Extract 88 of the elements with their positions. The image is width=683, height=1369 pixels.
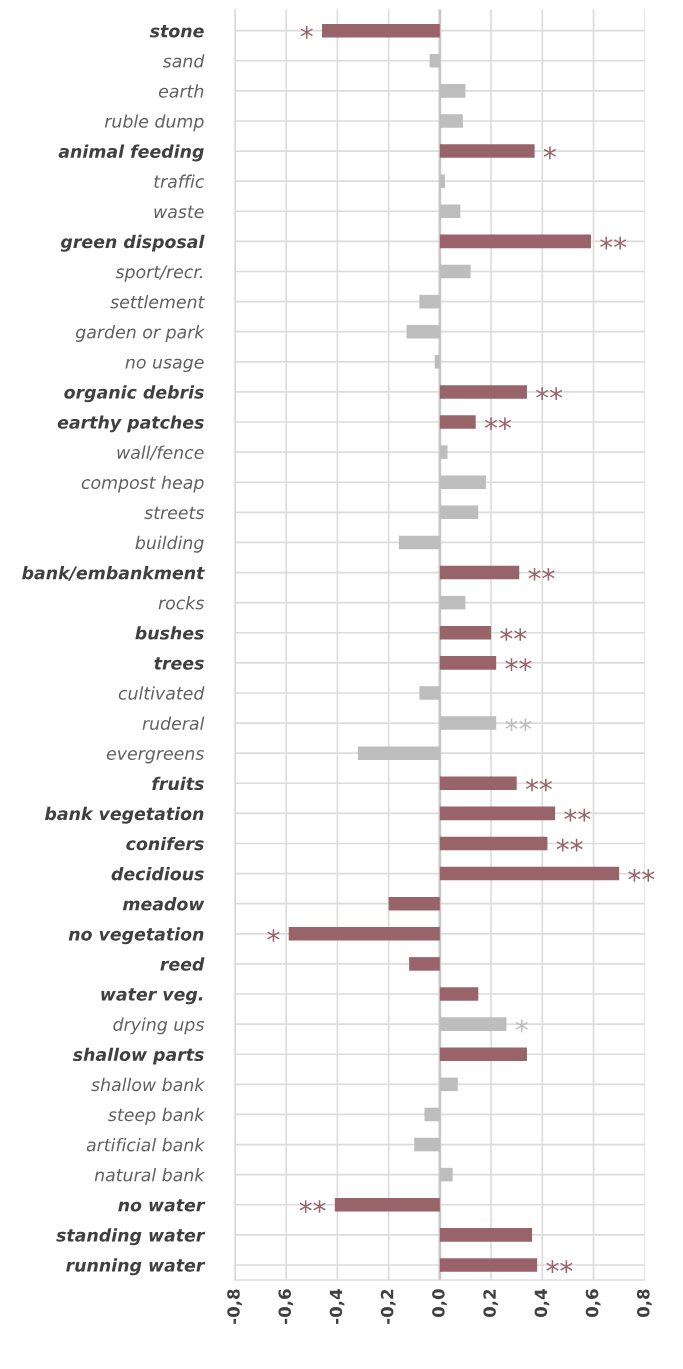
bar xyxy=(388,896,440,911)
annotation: ** xyxy=(299,1200,326,1213)
y-tick-label: decidious xyxy=(111,867,204,881)
y-tick-label: steep bank xyxy=(108,1107,205,1125)
x-tick-label: 0,4 xyxy=(534,1289,550,1318)
y-tick-label: no usage xyxy=(125,358,204,373)
annotation: * xyxy=(267,929,280,942)
y-tick-label: ruderal xyxy=(142,716,205,730)
bar xyxy=(439,385,527,399)
bar xyxy=(439,806,556,821)
annotation: ** xyxy=(528,567,555,581)
annotation: ** xyxy=(564,808,591,822)
bar xyxy=(439,987,479,1001)
y-tick-label: animal feeding xyxy=(58,144,204,162)
bar xyxy=(439,776,517,791)
y-tick-label: bank vegetation xyxy=(44,806,204,824)
y-tick-label: conifers xyxy=(126,836,204,851)
y-tick-label: bushes xyxy=(135,626,204,640)
y-tick-label: green disposal xyxy=(60,234,205,252)
y-tick-label: no vegetation xyxy=(68,927,204,945)
annotation: * xyxy=(543,146,557,160)
y-tick-label: earthy patches xyxy=(57,415,204,433)
bar xyxy=(334,1197,440,1212)
y-tick-label: drying ups xyxy=(113,1017,205,1035)
y-tick-label: organic debris xyxy=(64,385,204,403)
y-tick-label: reed xyxy=(160,957,205,971)
annotation: * xyxy=(300,26,313,39)
annotation: * xyxy=(515,1019,528,1033)
y-tick-label: standing water xyxy=(56,1228,206,1246)
bar xyxy=(439,1047,527,1061)
x-tick-label: 0,2 xyxy=(483,1289,499,1318)
annotation: ** xyxy=(484,417,511,431)
y-tick-label: artificial bank xyxy=(86,1137,205,1152)
y-tick-label: streets xyxy=(144,506,205,520)
y-tick-label: bank/embankment xyxy=(22,565,205,581)
annotation: ** xyxy=(505,658,532,671)
annotation: ** xyxy=(600,236,627,250)
bar xyxy=(439,836,548,851)
y-tick-label: sport/recr. xyxy=(115,265,203,282)
x-tick-label: 0,0 xyxy=(432,1289,447,1318)
bar xyxy=(439,866,620,881)
y-tick-label: wall/fence xyxy=(117,445,204,461)
annotation: ** xyxy=(500,628,527,641)
bar xyxy=(439,144,535,158)
x-tick-label: -0,6 xyxy=(278,1289,294,1324)
y-tick-label: waste xyxy=(154,205,204,219)
annotation: ** xyxy=(546,1260,573,1274)
y-tick-label: trees xyxy=(154,657,204,670)
y-tick-label: natural bank xyxy=(94,1168,205,1182)
y-tick-label: settlement xyxy=(110,295,205,309)
bar xyxy=(288,927,440,941)
x-tick-label: -0,8 xyxy=(227,1289,242,1324)
y-tick-label: building xyxy=(135,535,204,553)
y-tick-label: stone xyxy=(149,25,204,38)
y-tick-label: garden or park xyxy=(75,325,205,342)
x-tick-label: 0,8 xyxy=(636,1289,652,1318)
bar xyxy=(322,23,440,38)
annotation: ** xyxy=(525,778,552,792)
bar xyxy=(409,957,440,971)
x-tick-label: -0,4 xyxy=(329,1289,345,1324)
bar xyxy=(439,656,497,670)
y-tick-label: ruble dump xyxy=(104,114,204,132)
y-tick-label: shallow parts xyxy=(72,1047,204,1065)
annotation: ** xyxy=(628,868,655,882)
y-tick-label: rocks xyxy=(158,596,205,610)
y-tick-label: running water xyxy=(66,1258,206,1276)
annotation: ** xyxy=(505,718,532,732)
annotation: ** xyxy=(556,838,583,852)
x-tick-label: -0,2 xyxy=(380,1289,396,1324)
y-tick-label: earth xyxy=(158,84,204,98)
bar xyxy=(439,1258,538,1272)
y-tick-label: fruits xyxy=(152,776,204,791)
bar xyxy=(439,625,492,640)
y-tick-label: sand xyxy=(162,54,205,68)
bar xyxy=(439,1228,533,1242)
bar xyxy=(439,415,476,429)
y-tick-label: water veg. xyxy=(101,988,203,1005)
bar xyxy=(439,234,591,249)
y-tick-label: evergreens xyxy=(106,750,205,764)
y-tick-label: cultivated xyxy=(118,686,205,700)
y-tick-label: shallow bank xyxy=(91,1077,205,1092)
y-tick-label: traffic xyxy=(154,174,205,189)
x-tick-label: 0,6 xyxy=(585,1289,601,1318)
y-tick-label: compost heap xyxy=(81,475,204,493)
y-tick-label: meadow xyxy=(122,897,205,911)
bar xyxy=(439,565,520,580)
annotation: ** xyxy=(536,387,563,400)
y-tick-label: no water xyxy=(118,1199,206,1212)
